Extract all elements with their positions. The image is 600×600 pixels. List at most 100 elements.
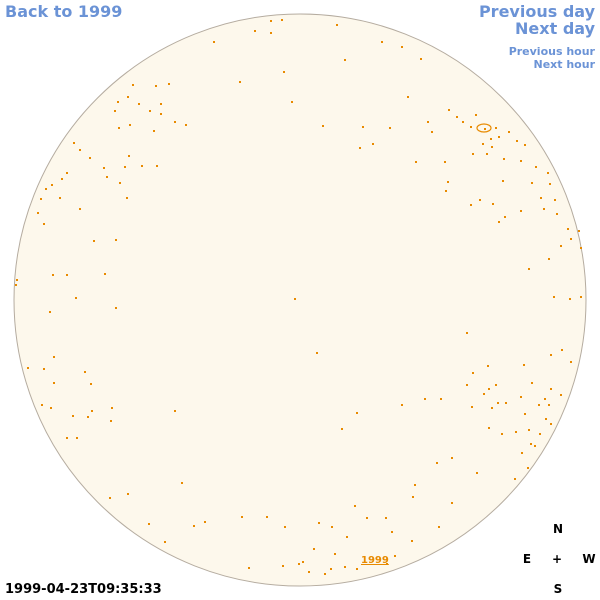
disc-marking — [75, 297, 77, 299]
disc-marking — [89, 157, 91, 159]
disc-marking — [445, 190, 447, 192]
disc-marking — [330, 568, 332, 570]
disc-marking — [181, 482, 183, 484]
disc-marking — [168, 83, 170, 85]
disc-marking — [503, 158, 505, 160]
disc-marking — [415, 161, 417, 163]
disc-marking — [486, 153, 488, 155]
disc-marking — [490, 138, 492, 140]
back-to-year-link[interactable]: Back to 1999 — [5, 2, 123, 21]
disc-marking — [53, 356, 55, 358]
disc-marking — [411, 540, 413, 542]
disc-marking — [359, 147, 361, 149]
disc-marking — [27, 367, 29, 369]
disc-marking — [40, 198, 42, 200]
disc-marking — [549, 183, 551, 185]
disc-marking — [115, 307, 117, 309]
disc-marking — [316, 352, 318, 354]
year-marker-link[interactable]: 1999 — [361, 555, 389, 566]
disc-marking — [59, 197, 61, 199]
disc-marking — [554, 199, 556, 201]
disc-marking — [447, 181, 449, 183]
previous-day-link[interactable]: Previous day — [478, 2, 595, 21]
disc-marking — [114, 110, 116, 112]
disc-marking — [241, 516, 243, 518]
compass-south-label: S — [553, 582, 563, 596]
disc-marking — [553, 296, 555, 298]
disc-marking — [346, 536, 348, 538]
disc-marking — [497, 402, 499, 404]
disc-marking — [50, 407, 52, 409]
disc-marking — [43, 223, 45, 225]
disc-marking — [51, 184, 53, 186]
disc-marking — [341, 428, 343, 430]
disc-marking — [16, 279, 18, 281]
disc-marking — [76, 437, 78, 439]
disc-marking — [160, 113, 162, 115]
disc-marking — [451, 457, 453, 459]
compass-west-label: W — [582, 552, 596, 566]
disc-marking — [103, 167, 105, 169]
disc-marking — [466, 384, 468, 386]
disc-marking — [484, 128, 486, 130]
disc-marking — [531, 382, 533, 384]
disc-marking — [281, 19, 283, 21]
disc-marking — [104, 273, 106, 275]
disc-marking — [391, 531, 393, 533]
disc-marking — [523, 364, 525, 366]
disc-marking — [492, 203, 494, 205]
disc-marking — [148, 523, 150, 525]
disc-marking — [528, 429, 530, 431]
disc-marking — [111, 407, 113, 409]
disc-marking — [548, 404, 550, 406]
disc-marking — [470, 126, 472, 128]
compass-center-mark: + — [551, 552, 563, 566]
disc-marking — [502, 180, 504, 182]
disc-marking — [126, 197, 128, 199]
disc-marking — [129, 124, 131, 126]
disc-marking — [531, 182, 533, 184]
disc-marking — [84, 371, 86, 373]
previous-hour-link[interactable]: Previous hour — [508, 45, 595, 58]
disc-marking — [427, 121, 429, 123]
disc-marking — [308, 571, 310, 573]
disc-marking — [283, 71, 285, 73]
disc-marking — [291, 101, 293, 103]
disc-marking — [401, 46, 403, 48]
disc-marking — [106, 176, 108, 178]
disc-marking — [302, 561, 304, 563]
disc-marking — [488, 427, 490, 429]
disc-marking — [431, 131, 433, 133]
disc-marking — [366, 517, 368, 519]
marked-region-outline — [476, 123, 492, 133]
disc-marking — [521, 452, 523, 454]
disc-marking — [79, 208, 81, 210]
disc-marking — [362, 126, 364, 128]
disc-marking — [174, 121, 176, 123]
disc-marking — [115, 239, 117, 241]
disc-marking — [476, 472, 478, 474]
disc-marking — [87, 416, 89, 418]
next-day-link[interactable]: Next day — [515, 19, 595, 38]
disc-marking — [41, 404, 43, 406]
disc-marking — [313, 548, 315, 550]
disc-marking — [543, 208, 545, 210]
disc-marking — [440, 398, 442, 400]
disc-marking — [444, 161, 446, 163]
disc-marking — [550, 388, 552, 390]
disc-marking — [495, 127, 497, 129]
disc-marking — [156, 165, 158, 167]
disc-marking — [386, 563, 388, 565]
disc-marking — [401, 404, 403, 406]
disc-marking — [119, 182, 121, 184]
disc-marking — [491, 407, 493, 409]
disc-marking — [556, 213, 558, 215]
disc-marking — [561, 349, 563, 351]
observation-timestamp: 1999-04-23T09:35:33 — [5, 582, 162, 597]
disc-marking — [487, 365, 489, 367]
disc-marking — [491, 146, 493, 148]
next-hour-link[interactable]: Next hour — [533, 58, 596, 71]
disc-marking — [282, 565, 284, 567]
disc-marking — [66, 172, 68, 174]
